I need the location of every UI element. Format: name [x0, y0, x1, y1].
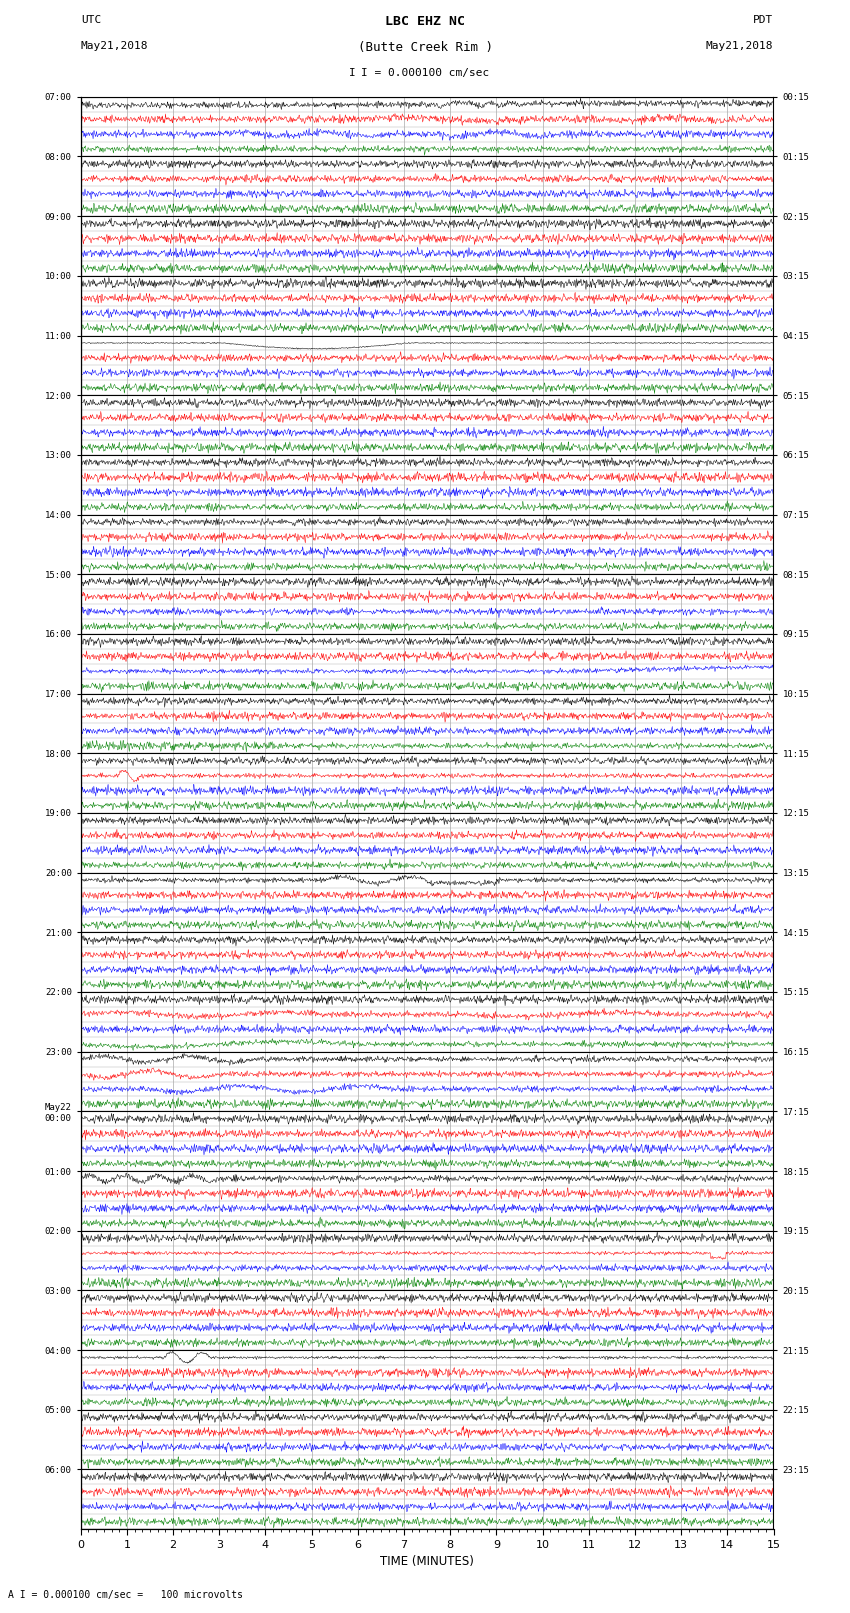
Text: I = 0.000100 cm/sec: I = 0.000100 cm/sec [361, 68, 489, 77]
Text: PDT: PDT [753, 15, 774, 24]
Text: May21,2018: May21,2018 [706, 40, 774, 50]
Text: May21,2018: May21,2018 [81, 40, 148, 50]
Text: A I = 0.000100 cm/sec =   100 microvolts: A I = 0.000100 cm/sec = 100 microvolts [8, 1590, 243, 1600]
Text: (Butte Creek Rim ): (Butte Creek Rim ) [358, 40, 492, 53]
Text: UTC: UTC [81, 15, 101, 24]
X-axis label: TIME (MINUTES): TIME (MINUTES) [380, 1555, 474, 1568]
Text: I: I [349, 68, 356, 77]
Text: LBC EHZ NC: LBC EHZ NC [385, 15, 465, 27]
